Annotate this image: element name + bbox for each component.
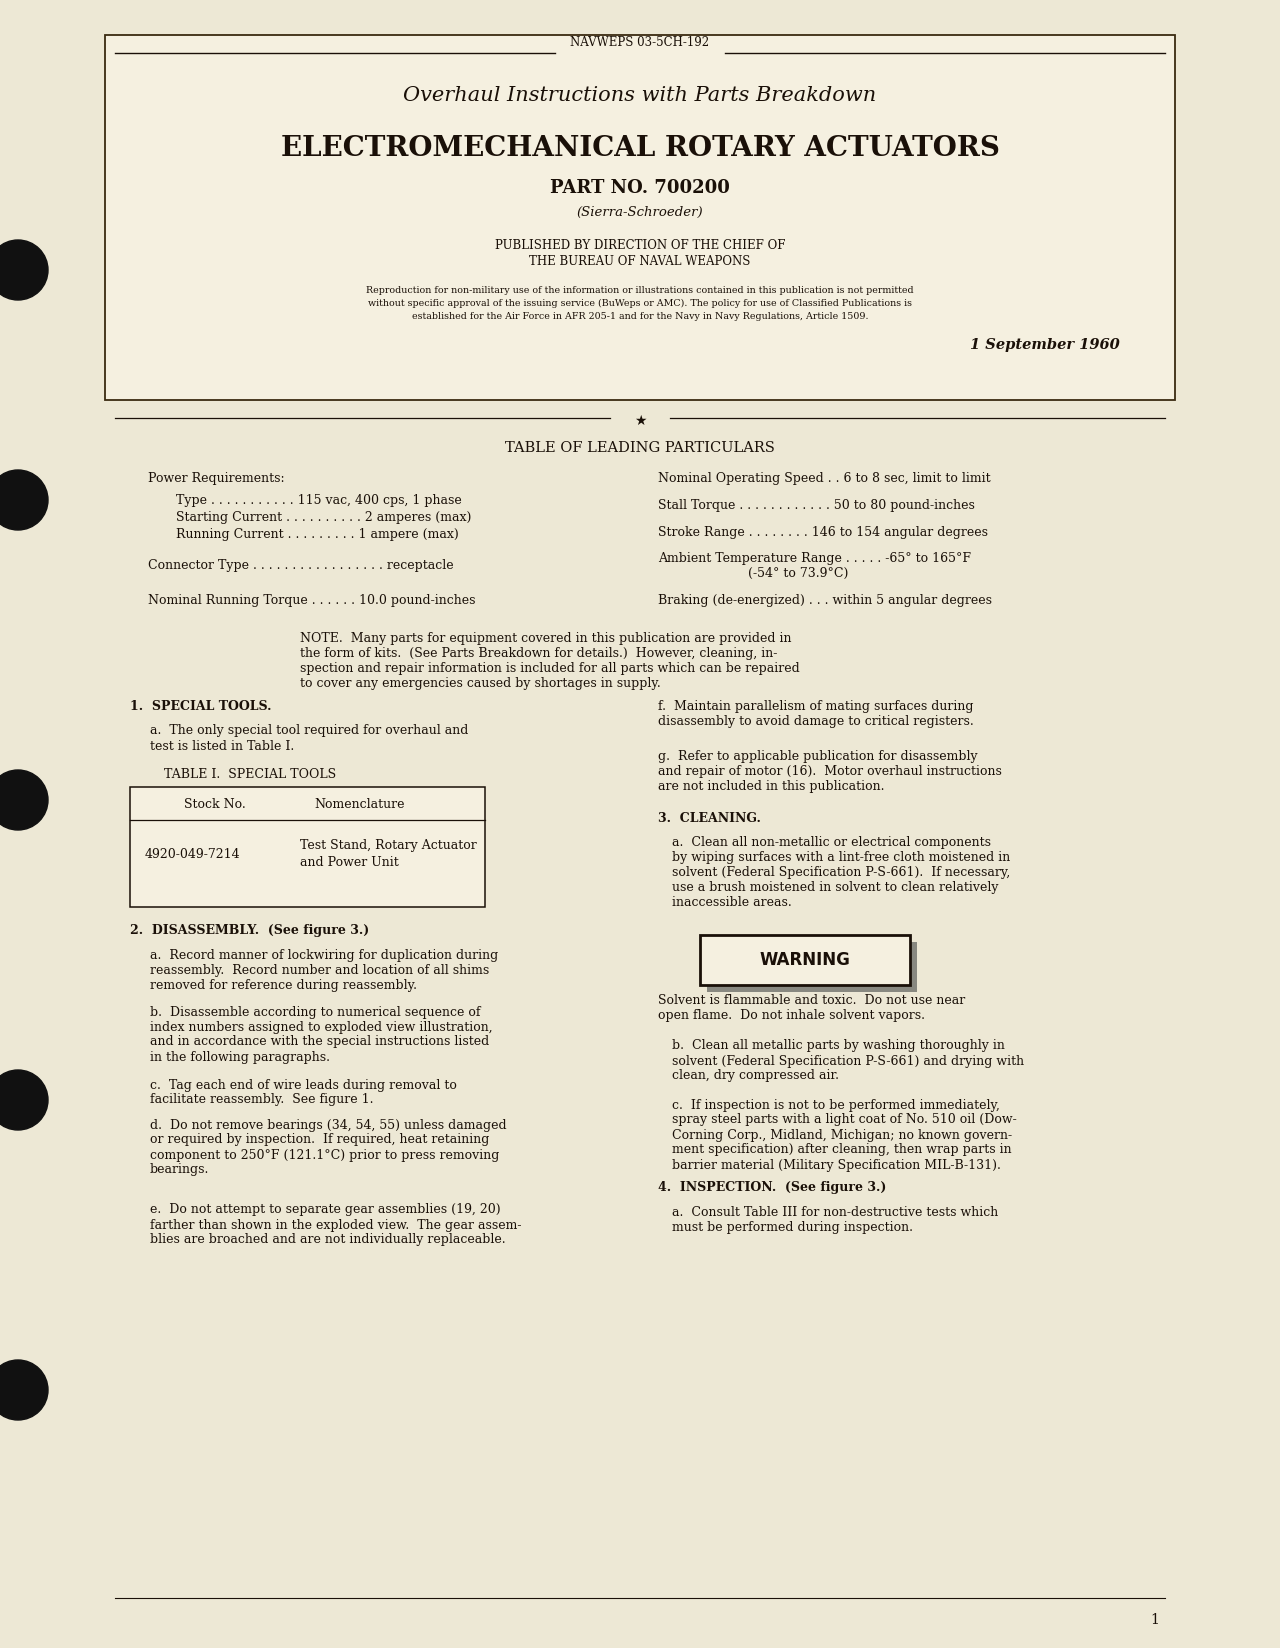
- Text: must be performed during inspection.: must be performed during inspection.: [672, 1221, 913, 1233]
- Text: reassembly.  Record number and location of all shims: reassembly. Record number and location o…: [150, 964, 489, 977]
- Text: and Power Unit: and Power Unit: [300, 855, 399, 868]
- Text: ment specification) after cleaning, then wrap parts in: ment specification) after cleaning, then…: [672, 1144, 1011, 1157]
- Text: g.  Refer to applicable publication for disassembly: g. Refer to applicable publication for d…: [658, 750, 978, 763]
- Text: c.  Tag each end of wire leads during removal to: c. Tag each end of wire leads during rem…: [150, 1078, 457, 1091]
- Text: ★: ★: [634, 414, 646, 428]
- Text: facilitate reassembly.  See figure 1.: facilitate reassembly. See figure 1.: [150, 1094, 374, 1106]
- Text: open flame.  Do not inhale solvent vapors.: open flame. Do not inhale solvent vapors…: [658, 1009, 925, 1022]
- Text: 1.  SPECIAL TOOLS.: 1. SPECIAL TOOLS.: [131, 699, 271, 712]
- Text: Solvent is flammable and toxic.  Do not use near: Solvent is flammable and toxic. Do not u…: [658, 994, 965, 1007]
- Text: Nomenclature: Nomenclature: [315, 798, 406, 811]
- Circle shape: [0, 1070, 49, 1131]
- Text: Nominal Running Torque . . . . . . 10.0 pound-inches: Nominal Running Torque . . . . . . 10.0 …: [148, 593, 475, 606]
- Text: and in accordance with the special instructions listed: and in accordance with the special instr…: [150, 1035, 489, 1048]
- Text: d.  Do not remove bearings (34, 54, 55) unless damaged: d. Do not remove bearings (34, 54, 55) u…: [150, 1119, 507, 1132]
- Text: PUBLISHED BY DIRECTION OF THE CHIEF OF: PUBLISHED BY DIRECTION OF THE CHIEF OF: [495, 239, 785, 252]
- Text: 4.  INSPECTION.  (See figure 3.): 4. INSPECTION. (See figure 3.): [658, 1182, 886, 1195]
- Bar: [700, 934, 910, 986]
- Text: (-54° to 73.9°C): (-54° to 73.9°C): [748, 567, 849, 580]
- Circle shape: [0, 241, 49, 300]
- Text: (Sierra-Schroeder): (Sierra-Schroeder): [577, 206, 703, 219]
- Text: without specific approval of the issuing service (BuWeps or AMC). The policy for: without specific approval of the issuing…: [369, 298, 911, 308]
- Text: NAVWEPS 03-5CH-192: NAVWEPS 03-5CH-192: [571, 36, 709, 49]
- Text: spection and repair information is included for all parts which can be repaired: spection and repair information is inclu…: [300, 661, 800, 674]
- Text: WARNING: WARNING: [759, 951, 850, 969]
- Text: Stall Torque . . . . . . . . . . . . 50 to 80 pound-inches: Stall Torque . . . . . . . . . . . . 50 …: [658, 498, 975, 511]
- Text: c.  If inspection is not to be performed immediately,: c. If inspection is not to be performed …: [672, 1099, 1000, 1111]
- Text: in the following paragraphs.: in the following paragraphs.: [150, 1050, 330, 1063]
- Text: b.  Disassemble according to numerical sequence of: b. Disassemble according to numerical se…: [150, 1005, 480, 1018]
- Text: PART NO. 700200: PART NO. 700200: [550, 180, 730, 198]
- Text: Running Current . . . . . . . . . 1 ampere (max): Running Current . . . . . . . . . 1 ampe…: [177, 527, 458, 541]
- Text: solvent (Federal Specification P-S-661).  If necessary,: solvent (Federal Specification P-S-661).…: [672, 865, 1010, 878]
- Text: by wiping surfaces with a lint-free cloth moistened in: by wiping surfaces with a lint-free clot…: [672, 850, 1010, 864]
- Text: 2.  DISASSEMBLY.  (See figure 3.): 2. DISASSEMBLY. (See figure 3.): [131, 923, 369, 936]
- Text: Connector Type . . . . . . . . . . . . . . . . . receptacle: Connector Type . . . . . . . . . . . . .…: [148, 559, 453, 572]
- Circle shape: [0, 1360, 49, 1421]
- Text: established for the Air Force in AFR 205-1 and for the Navy in Navy Regulations,: established for the Air Force in AFR 205…: [412, 311, 868, 320]
- Text: b.  Clean all metallic parts by washing thoroughly in: b. Clean all metallic parts by washing t…: [672, 1040, 1005, 1053]
- Text: to cover any emergencies caused by shortages in supply.: to cover any emergencies caused by short…: [300, 676, 660, 689]
- Text: solvent (Federal Specification P-S-661) and drying with: solvent (Federal Specification P-S-661) …: [672, 1055, 1024, 1068]
- Text: a.  Record manner of lockwiring for duplication during: a. Record manner of lockwiring for dupli…: [150, 949, 498, 961]
- Text: use a brush moistened in solvent to clean relatively: use a brush moistened in solvent to clea…: [672, 880, 998, 893]
- Text: 1: 1: [1151, 1613, 1160, 1627]
- Text: f.  Maintain parallelism of mating surfaces during: f. Maintain parallelism of mating surfac…: [658, 699, 974, 712]
- Text: 4920-049-7214: 4920-049-7214: [145, 847, 241, 860]
- Text: Power Requirements:: Power Requirements:: [148, 471, 284, 485]
- Circle shape: [0, 470, 49, 531]
- Text: THE BUREAU OF NAVAL WEAPONS: THE BUREAU OF NAVAL WEAPONS: [530, 254, 750, 267]
- Text: Stock No.: Stock No.: [184, 798, 246, 811]
- Text: Type . . . . . . . . . . . 115 vac, 400 cps, 1 phase: Type . . . . . . . . . . . 115 vac, 400 …: [177, 493, 462, 506]
- Text: and repair of motor (16).  Motor overhaul instructions: and repair of motor (16). Motor overhaul…: [658, 765, 1002, 778]
- Text: Test Stand, Rotary Actuator: Test Stand, Rotary Actuator: [300, 839, 476, 852]
- Text: Nominal Operating Speed . . 6 to 8 sec, limit to limit: Nominal Operating Speed . . 6 to 8 sec, …: [658, 471, 991, 485]
- Text: or required by inspection.  If required, heat retaining: or required by inspection. If required, …: [150, 1134, 489, 1147]
- Bar: [707, 943, 916, 992]
- Text: 1 September 1960: 1 September 1960: [970, 338, 1120, 353]
- Text: clean, dry compressed air.: clean, dry compressed air.: [672, 1070, 838, 1083]
- Text: farther than shown in the exploded view.  The gear assem-: farther than shown in the exploded view.…: [150, 1218, 521, 1231]
- Text: NOTE.  Many parts for equipment covered in this publication are provided in: NOTE. Many parts for equipment covered i…: [300, 631, 791, 644]
- Bar: [105, 35, 1175, 400]
- Text: bearings.: bearings.: [150, 1163, 210, 1177]
- Text: TABLE OF LEADING PARTICULARS: TABLE OF LEADING PARTICULARS: [506, 442, 774, 455]
- Text: the form of kits.  (See Parts Breakdown for details.)  However, cleaning, in-: the form of kits. (See Parts Breakdown f…: [300, 646, 777, 659]
- Text: ELECTROMECHANICAL ROTARY ACTUATORS: ELECTROMECHANICAL ROTARY ACTUATORS: [280, 135, 1000, 162]
- Text: blies are broached and are not individually replaceable.: blies are broached and are not individua…: [150, 1233, 506, 1246]
- Text: removed for reference during reassembly.: removed for reference during reassembly.: [150, 979, 417, 992]
- Text: TABLE I.  SPECIAL TOOLS: TABLE I. SPECIAL TOOLS: [164, 768, 337, 781]
- Text: Reproduction for non-military use of the information or illustrations contained : Reproduction for non-military use of the…: [366, 285, 914, 295]
- Text: a.  The only special tool required for overhaul and: a. The only special tool required for ov…: [150, 723, 468, 737]
- Text: a.  Consult Table III for non-destructive tests which: a. Consult Table III for non-destructive…: [672, 1205, 998, 1218]
- Bar: [131, 788, 485, 906]
- Text: e.  Do not attempt to separate gear assemblies (19, 20): e. Do not attempt to separate gear assem…: [150, 1203, 500, 1216]
- Text: disassembly to avoid damage to critical registers.: disassembly to avoid damage to critical …: [658, 715, 974, 727]
- Text: spray steel parts with a light coat of No. 510 oil (Dow-: spray steel parts with a light coat of N…: [672, 1114, 1016, 1127]
- Text: are not included in this publication.: are not included in this publication.: [658, 780, 884, 793]
- Text: component to 250°F (121.1°C) prior to press removing: component to 250°F (121.1°C) prior to pr…: [150, 1149, 499, 1162]
- Text: Ambient Temperature Range . . . . . -65° to 165°F: Ambient Temperature Range . . . . . -65°…: [658, 552, 972, 565]
- Text: Stroke Range . . . . . . . . 146 to 154 angular degrees: Stroke Range . . . . . . . . 146 to 154 …: [658, 526, 988, 539]
- Text: 3.  CLEANING.: 3. CLEANING.: [658, 811, 760, 824]
- Text: Corning Corp., Midland, Michigan; no known govern-: Corning Corp., Midland, Michigan; no kno…: [672, 1129, 1012, 1142]
- Text: Braking (de-energized) . . . within 5 angular degrees: Braking (de-energized) . . . within 5 an…: [658, 593, 992, 606]
- Text: inaccessible areas.: inaccessible areas.: [672, 895, 792, 908]
- Text: Starting Current . . . . . . . . . . 2 amperes (max): Starting Current . . . . . . . . . . 2 a…: [177, 511, 471, 524]
- Text: a.  Clean all non-metallic or electrical components: a. Clean all non-metallic or electrical …: [672, 836, 991, 849]
- Text: Overhaul Instructions with Parts Breakdown: Overhaul Instructions with Parts Breakdo…: [403, 86, 877, 104]
- Text: index numbers assigned to exploded view illustration,: index numbers assigned to exploded view …: [150, 1020, 493, 1033]
- Circle shape: [0, 770, 49, 831]
- Text: barrier material (Military Specification MIL-B-131).: barrier material (Military Specification…: [672, 1159, 1001, 1172]
- Text: test is listed in Table I.: test is listed in Table I.: [150, 740, 294, 753]
